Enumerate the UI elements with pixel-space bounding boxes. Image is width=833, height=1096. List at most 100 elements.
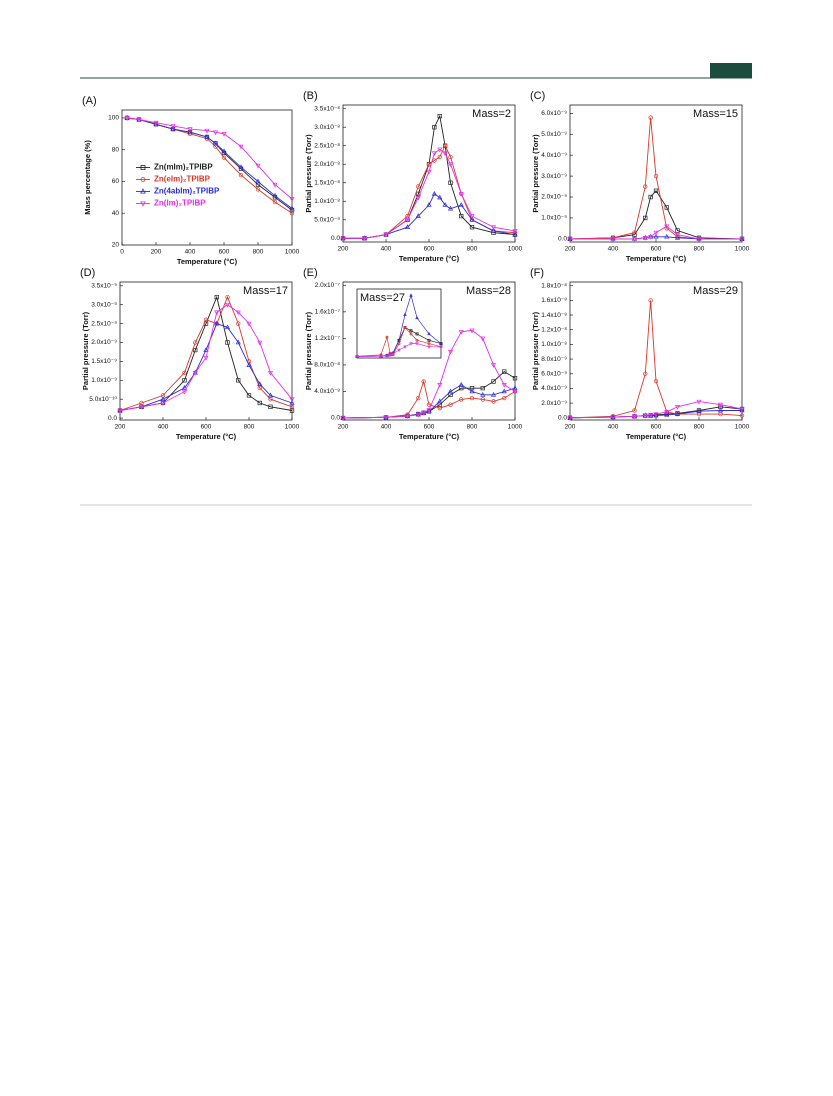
data-point [648, 234, 654, 240]
data-point [664, 205, 669, 210]
data-point [632, 408, 637, 413]
panel-label: (B) [303, 90, 318, 102]
x-tick-label: 800 [467, 424, 478, 431]
data-point [664, 410, 670, 415]
data-point [160, 401, 166, 406]
x-tick-label: 800 [694, 246, 705, 253]
y-tick-label: 1.2x10⁻⁷ [315, 335, 341, 342]
legend-marker [140, 201, 146, 207]
mass-label: Mass=17 [243, 285, 288, 297]
series-line [569, 117, 742, 240]
y-tick-label: 80 [112, 146, 120, 153]
x-tick-label: 200 [151, 249, 162, 256]
data-point [718, 411, 723, 417]
x-axis-title: Temperature (°C) [626, 432, 687, 441]
data-point [257, 381, 263, 386]
data-point [674, 234, 681, 240]
data-point [459, 213, 464, 219]
data-point [404, 217, 411, 223]
data-point [409, 293, 413, 297]
data-point [421, 379, 426, 384]
data-point [642, 413, 648, 419]
data-point [289, 400, 295, 405]
data-point [415, 332, 419, 336]
data-point [388, 353, 392, 358]
x-tick-label: 1000 [285, 424, 300, 431]
data-point [501, 388, 507, 394]
y-tick-label: 2.0x10⁻⁹ [541, 400, 567, 407]
data-point [480, 391, 486, 397]
y-tick-label: 3.0x10⁻⁹ [541, 173, 567, 180]
y-tick-label: 5.0x10⁻¹⁰ [89, 396, 117, 403]
y-tick-label: 2.0x10⁻⁸ [314, 161, 340, 168]
data-point [427, 338, 431, 342]
data-point [193, 347, 198, 353]
legend-label: Zn(4abIm)₂TPIBP [154, 187, 220, 196]
data-point [403, 345, 407, 349]
data-point [480, 336, 486, 342]
data-point [501, 383, 507, 388]
data-point [246, 321, 252, 327]
data-point [631, 414, 638, 420]
data-point [340, 416, 346, 421]
y-axis-title: Partial pressure (Torr) [531, 134, 540, 213]
data-point [653, 412, 659, 418]
data-point [480, 386, 485, 391]
data-point [717, 407, 724, 413]
data-point [653, 378, 659, 384]
y-tick-label: 1.5x10⁻⁸ [314, 179, 340, 186]
data-point [391, 352, 395, 356]
data-point [267, 370, 274, 376]
data-point [458, 202, 464, 207]
series-line [343, 148, 516, 239]
data-point [653, 173, 659, 179]
y-tick-label: 0.0 [108, 415, 117, 422]
data-point [204, 128, 210, 134]
data-point [431, 151, 437, 157]
x-tick-label: 400 [381, 246, 392, 253]
series-line [356, 326, 442, 357]
data-point [383, 232, 389, 238]
data-point [432, 125, 437, 130]
data-point [268, 404, 273, 409]
data-point [272, 192, 278, 198]
data-point [289, 205, 295, 211]
mass-label: Mass=28 [466, 285, 511, 297]
x-tick-label: 400 [185, 249, 196, 256]
x-tick-label: 800 [244, 424, 255, 431]
data-point [447, 349, 454, 355]
data-point [203, 317, 209, 322]
data-point [409, 329, 413, 333]
series-line [119, 323, 293, 411]
data-point [355, 355, 359, 359]
data-point [674, 404, 681, 410]
data-point [442, 143, 448, 148]
x-tick-label: 1000 [735, 246, 750, 253]
data-point [717, 402, 724, 408]
data-point [203, 355, 209, 361]
data-point [491, 379, 496, 384]
data-point [653, 188, 659, 193]
x-axis-title: Temperature (°C) [626, 254, 687, 263]
data-point [632, 230, 637, 235]
data-point [236, 378, 241, 383]
x-tick-label: 200 [115, 424, 126, 431]
data-point [187, 127, 193, 132]
data-point [439, 341, 443, 345]
data-point [675, 228, 680, 233]
data-point [403, 312, 407, 316]
y-axis-title: Partial pressure (Torr) [81, 311, 90, 390]
data-point [289, 397, 295, 403]
data-point [214, 294, 219, 300]
data-point [442, 202, 448, 207]
data-point [415, 338, 419, 342]
data-point [427, 342, 431, 346]
data-point [459, 397, 464, 402]
data-point [448, 154, 453, 159]
data-point [204, 134, 210, 139]
x-tick-label: 800 [253, 249, 264, 256]
data-point [268, 397, 273, 402]
data-point [448, 180, 453, 185]
data-point [437, 383, 443, 388]
data-point [416, 184, 421, 189]
